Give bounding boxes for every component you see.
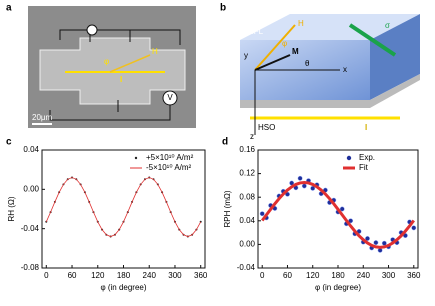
data-point (373, 240, 379, 246)
x-tick-label: 300 (168, 271, 182, 280)
theta-label: θ (305, 59, 310, 68)
legend-marker (134, 156, 138, 160)
data-point (339, 206, 345, 212)
x-tick-label: 180 (331, 271, 345, 280)
x-tick-label: 120 (306, 271, 320, 280)
panel-label: b (220, 3, 226, 14)
data-line (45, 177, 202, 237)
source (86, 24, 98, 36)
y-tick-label: 0.12 (239, 169, 255, 178)
panel-label: a (6, 3, 12, 14)
data-point (310, 185, 316, 191)
x-tick-label: 60 (283, 271, 292, 280)
data-point (365, 236, 370, 241)
y-tick-label: -0.04 (21, 224, 40, 233)
legend-marker (346, 155, 352, 161)
x-axis-label: φ (in degree) (315, 283, 361, 292)
wires (49, 29, 181, 121)
current-label: I (120, 75, 122, 84)
box-side (370, 14, 420, 100)
x-tick-label: 300 (382, 271, 396, 280)
y-axis-label: RH (Ω) (7, 196, 16, 221)
legend-label: +5×10¹⁰ A/m² (146, 153, 194, 162)
spin-arrow (348, 23, 397, 57)
spin-label: σ (385, 21, 390, 30)
field-label: H (152, 47, 158, 56)
scale-label: 20μm (32, 113, 53, 122)
z-label: z (250, 132, 254, 141)
current-label: I (365, 123, 367, 132)
legend-label: Exp. (359, 153, 375, 162)
y-label: y (244, 51, 248, 60)
field-arrow (254, 24, 296, 71)
x-tick-label: 0 (44, 271, 49, 280)
x-tick-label: 240 (357, 271, 371, 280)
y-axis-label: RPH (mΩ) (223, 190, 232, 227)
data-point (259, 211, 265, 217)
x-tick-label: 360 (194, 271, 208, 280)
y-tick-label: -0.08 (21, 263, 40, 272)
legend-label: -5×10¹⁰ A/m² (146, 163, 192, 172)
panel-label: c (6, 137, 12, 148)
m-arrow (254, 54, 291, 71)
y-tick-label: 0.16 (239, 145, 255, 154)
x-tick-label: 120 (91, 271, 105, 280)
data-point (301, 183, 307, 189)
voltmeter (162, 90, 178, 106)
x-tick-label: 60 (68, 271, 77, 280)
x-tick-label: 360 (407, 271, 421, 280)
field-arrow (109, 54, 151, 73)
y-tick-label: 0.04 (239, 216, 255, 225)
substrate (240, 74, 420, 108)
y-tick-label: -0.04 (237, 263, 256, 272)
x-label: x (343, 65, 347, 74)
data-line (261, 180, 415, 249)
data-point (411, 225, 417, 231)
y-tick-label: 0.00 (239, 240, 255, 249)
phi-label: φ (104, 57, 109, 66)
x-axis-label: φ (in degree) (100, 283, 146, 292)
phi-label: φ (282, 39, 287, 48)
x-tick-label: 240 (143, 271, 157, 280)
field-label: H (298, 19, 304, 28)
y-tick-label: 0.00 (23, 184, 39, 193)
panel-label: d (222, 137, 228, 148)
y-tick-label: 0.08 (239, 192, 255, 201)
hso-label: HSO (258, 123, 275, 132)
x-tick-label: 180 (117, 271, 131, 280)
hfl-label: HFL (248, 27, 264, 36)
legend-label: Fit (359, 163, 369, 172)
x-tick-label: 0 (260, 271, 265, 280)
box-top (240, 14, 420, 40)
data-point (297, 175, 303, 181)
voltmeter-label: V (167, 93, 173, 102)
m-label: M (292, 47, 299, 56)
y-tick-label: 0.04 (23, 145, 39, 154)
